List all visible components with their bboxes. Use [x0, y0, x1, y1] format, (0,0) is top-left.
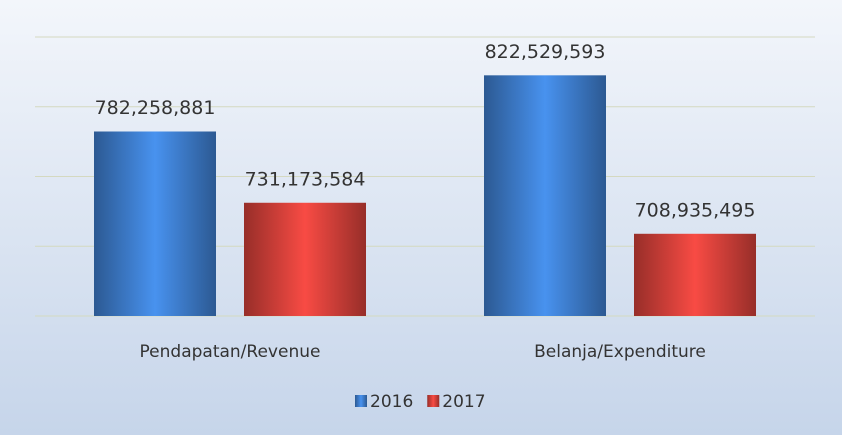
legend-label: 2017	[442, 392, 485, 412]
value-label: 822,529,593	[485, 41, 606, 63]
x-tick-label: Belanja/Expenditure	[534, 342, 706, 362]
x-tick-label: Pendapatan/Revenue	[140, 342, 321, 362]
bar	[244, 202, 366, 316]
value-label: 731,173,584	[245, 168, 366, 190]
bar	[484, 75, 606, 316]
value-label: 708,935,495	[635, 199, 756, 221]
legend-label: 2016	[370, 392, 413, 412]
bar	[94, 131, 216, 316]
value-label: 782,258,881	[95, 97, 216, 119]
legend-swatch	[355, 395, 367, 407]
bar	[634, 233, 756, 316]
legend-swatch	[427, 395, 440, 407]
